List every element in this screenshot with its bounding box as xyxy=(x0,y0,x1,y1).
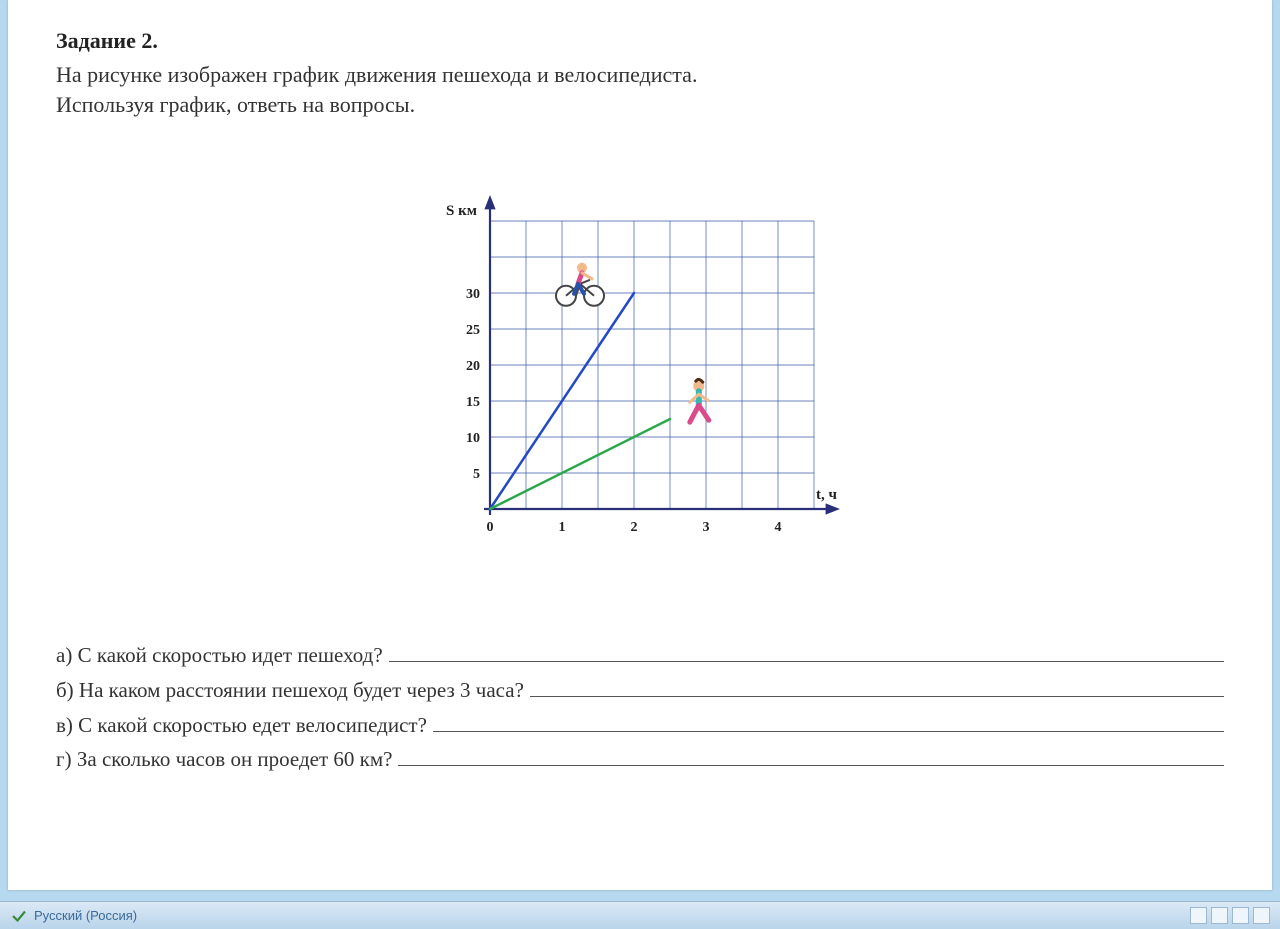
view-icon-3[interactable] xyxy=(1232,907,1249,924)
task-description-line2: Используя график, ответь на вопросы. xyxy=(56,92,415,117)
status-language[interactable]: Русский (Россия) xyxy=(34,908,137,923)
svg-text:30: 30 xyxy=(466,287,480,302)
spellcheck-icon[interactable] xyxy=(10,907,28,925)
svg-text:2: 2 xyxy=(631,520,638,535)
question-a: а) С какой скоростью идет пешеход? xyxy=(56,639,1224,672)
question-d: г) За сколько часов он проедет 60 км? xyxy=(56,743,1224,776)
question-c-text: в) С какой скоростью едет велосипедист? xyxy=(56,709,427,742)
chart-container: S км t, ч 0 1 2 3 4 5 10 15 20 25 30 xyxy=(56,169,1224,549)
task-description: На рисунке изображен график движения пеш… xyxy=(56,60,1224,119)
question-b: б) На каком расстоянии пешеход будет чер… xyxy=(56,674,1224,707)
svg-text:t, ч: t, ч xyxy=(816,487,837,503)
view-icon-1[interactable] xyxy=(1190,907,1207,924)
answer-line-b[interactable] xyxy=(530,674,1224,697)
task-description-line1: На рисунке изображен график движения пеш… xyxy=(56,62,697,87)
svg-text:1: 1 xyxy=(559,520,566,535)
question-a-text: а) С какой скоростью идет пешеход? xyxy=(56,639,383,672)
answer-line-a[interactable] xyxy=(389,639,1224,662)
questions-block: а) С какой скоростью идет пешеход? б) На… xyxy=(56,639,1224,776)
svg-text:3: 3 xyxy=(703,520,710,535)
svg-text:25: 25 xyxy=(466,323,480,338)
view-icon-4[interactable] xyxy=(1253,907,1270,924)
task-title: Задание 2. xyxy=(56,28,1224,54)
svg-text:20: 20 xyxy=(466,359,480,374)
question-b-text: б) На каком расстоянии пешеход будет чер… xyxy=(56,674,524,707)
svg-text:S км: S км xyxy=(446,203,477,219)
question-c: в) С какой скоростью едет велосипедист? xyxy=(56,709,1224,742)
svg-text:15: 15 xyxy=(466,395,480,410)
status-bar: Русский (Россия) xyxy=(0,901,1280,929)
svg-text:5: 5 xyxy=(473,467,480,482)
answer-line-d[interactable] xyxy=(398,743,1224,766)
status-view-icons xyxy=(1190,907,1270,924)
question-d-text: г) За сколько часов он проедет 60 км? xyxy=(56,743,392,776)
svg-text:4: 4 xyxy=(775,520,782,535)
answer-line-c[interactable] xyxy=(433,709,1224,732)
svg-text:10: 10 xyxy=(466,431,480,446)
svg-text:0: 0 xyxy=(487,520,494,535)
motion-chart: S км t, ч 0 1 2 3 4 5 10 15 20 25 30 xyxy=(430,169,850,549)
document-page: Задание 2. На рисунке изображен график д… xyxy=(8,0,1272,890)
view-icon-2[interactable] xyxy=(1211,907,1228,924)
